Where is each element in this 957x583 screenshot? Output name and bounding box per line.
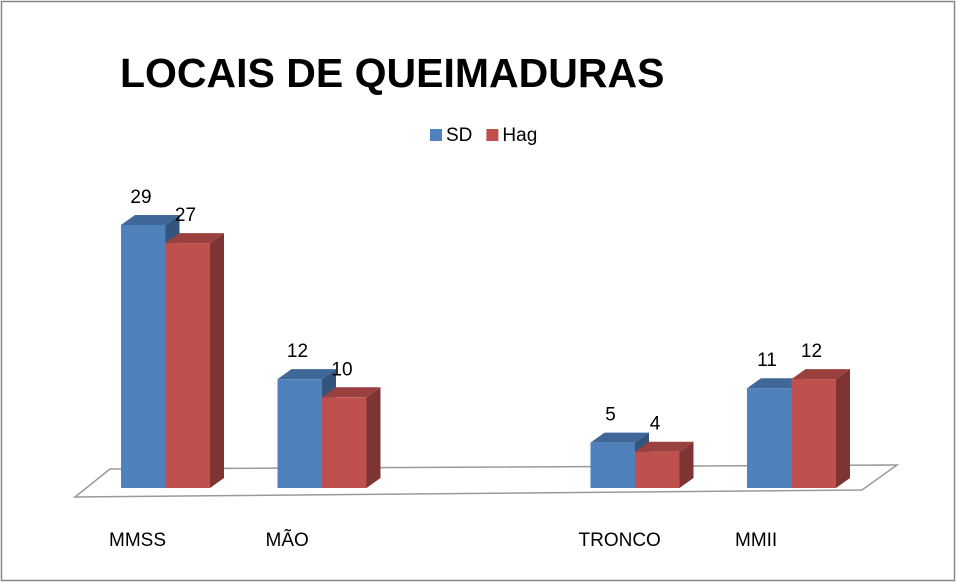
bar <box>165 243 210 488</box>
bar <box>635 451 680 488</box>
bar-top <box>747 378 806 389</box>
legend-label: SD <box>446 125 472 146</box>
bar <box>322 397 367 488</box>
data-label: 4 <box>650 414 661 435</box>
bar-top <box>121 214 180 225</box>
data-label: 12 <box>801 341 822 362</box>
bar-top <box>635 441 694 452</box>
legend-label: Hag <box>502 125 537 146</box>
bar-side <box>366 387 381 488</box>
bar <box>277 379 322 488</box>
bar-top <box>322 387 381 398</box>
data-label: 11 <box>757 350 777 371</box>
bar <box>121 224 166 488</box>
bar <box>791 379 836 488</box>
x-tick-label: MMSS <box>109 530 166 551</box>
data-label: 12 <box>287 341 308 362</box>
data-label: 10 <box>331 359 352 380</box>
bar-side <box>836 369 850 488</box>
chart-title: LOCAIS DE QUEIMADURAS <box>120 50 664 96</box>
data-label: 27 <box>175 205 196 226</box>
bar-top <box>590 432 649 443</box>
bar-side <box>679 441 694 488</box>
x-tick-label: MMII <box>735 530 777 551</box>
bar-side <box>210 233 224 488</box>
legend-swatch <box>486 129 499 141</box>
bar <box>590 442 635 488</box>
bar-top <box>791 369 850 380</box>
data-label: 5 <box>605 405 616 426</box>
data-label: 29 <box>130 187 151 208</box>
bar <box>747 388 792 488</box>
legend-swatch <box>430 129 442 141</box>
bar-top <box>165 233 224 244</box>
bar-top <box>277 369 336 380</box>
x-tick-label: MÃO <box>266 529 309 551</box>
x-tick-label: TRONCO <box>579 530 661 551</box>
